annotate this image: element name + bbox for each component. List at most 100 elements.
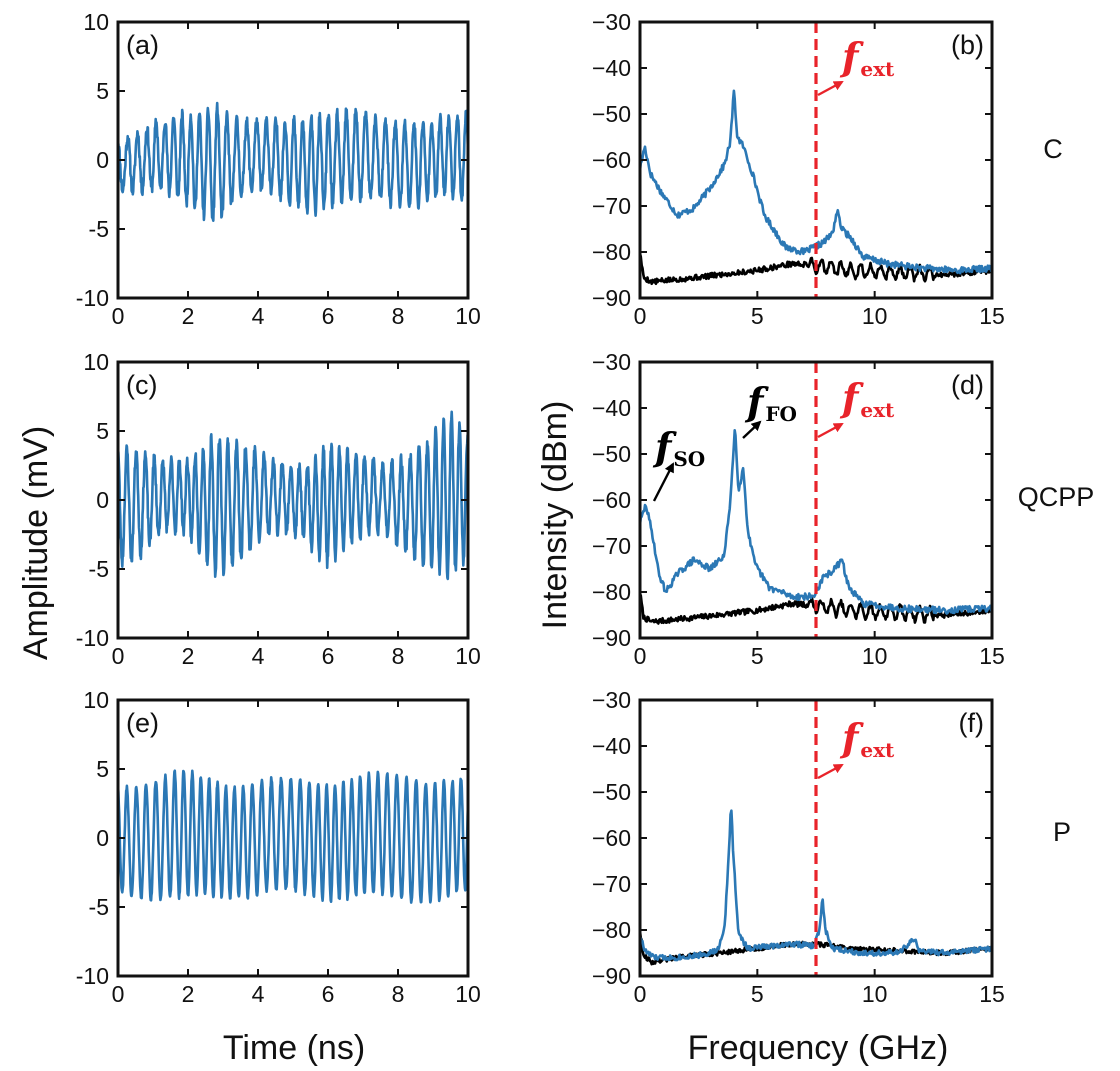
- y-tick-label-b-0: −30: [592, 9, 631, 35]
- y-tick-label-c-3: -5: [89, 556, 109, 582]
- x-tick-label-a-1: 2: [182, 303, 195, 329]
- x-tick-label-a-4: 8: [392, 303, 405, 329]
- x-tick-label-d-0: 0: [634, 643, 647, 669]
- y-tick-label-b-2: −50: [592, 101, 631, 127]
- panel-d: 0 5 10 15 −30 −40 −50 −60 −70 −80 −90 (d) f SO f FO f ext: [592, 349, 1005, 669]
- panel-f: 0 5 10 15 −30 −40 −50 −60 −70 −80 −90 (f) f ext: [592, 687, 1005, 1007]
- x-tick-label-f-3: 15: [979, 981, 1005, 1007]
- right-x-axis-title: Frequency (GHz): [688, 1029, 949, 1067]
- y-tick-label-f-4: −70: [592, 871, 631, 897]
- y-tick-label-c-4: -10: [76, 625, 109, 651]
- series-line-b-0: [640, 253, 992, 286]
- y-tick-label-e-2: 0: [96, 825, 109, 851]
- right-axis-title: Intensity (dBm): [536, 401, 574, 630]
- x-tick-label-e-5: 10: [455, 981, 481, 1007]
- y-tick-label-a-4: -10: [76, 285, 109, 311]
- x-tick-label-f-2: 10: [862, 981, 888, 1007]
- x-tick-label-c-2: 4: [252, 643, 265, 669]
- x-tick-label-f-0: 0: [634, 981, 647, 1007]
- x-tick-label-e-3: 6: [322, 981, 335, 1007]
- series-line-c-0: [118, 410, 468, 581]
- y-tick-label-c-1: 5: [96, 418, 109, 444]
- y-tick-label-d-5: −80: [592, 579, 631, 605]
- x-tick-label-a-2: 4: [252, 303, 265, 329]
- panel-e: 0 2 4 6 8 10 10 5 0 -5 -10 (e): [76, 687, 481, 1007]
- y-tick-label-b-5: −80: [592, 239, 631, 265]
- y-tick-label-f-1: −40: [592, 733, 631, 759]
- y-tick-label-d-2: −50: [592, 441, 631, 467]
- x-tick-label-b-3: 15: [979, 303, 1005, 329]
- row-label-c: C: [1043, 134, 1063, 164]
- y-tick-label-f-3: −60: [592, 825, 631, 851]
- annotation-arrow-d-0: [652, 462, 675, 502]
- x-tick-label-c-5: 10: [455, 643, 481, 669]
- panel-label-e: (e): [126, 708, 159, 738]
- y-tick-label-a-3: -5: [89, 216, 109, 242]
- y-tick-label-b-6: −90: [592, 285, 631, 311]
- y-tick-label-a-1: 5: [96, 78, 109, 104]
- x-tick-label-a-5: 10: [455, 303, 481, 329]
- x-tick-label-d-2: 10: [862, 643, 888, 669]
- y-tick-label-b-3: −60: [592, 147, 631, 173]
- left-axis-title: Amplitude (mV): [17, 426, 55, 660]
- x-tick-label-c-4: 8: [392, 643, 405, 669]
- panel-a: 0 2 4 6 8 10 10 5 0 -5 -10 (a): [76, 9, 481, 329]
- y-tick-label-b-1: −40: [592, 55, 631, 81]
- y-tick-label-d-0: −30: [592, 349, 631, 375]
- annotation-arrow-d-1: [742, 420, 762, 439]
- series-line-e-0: [118, 769, 468, 904]
- x-tick-label-d-3: 15: [979, 643, 1005, 669]
- panel-c: 0 2 4 6 8 10 10 5 0 -5 -10 (c): [76, 349, 481, 669]
- y-tick-label-d-1: −40: [592, 395, 631, 421]
- annotation-label-b-0: f ext: [839, 34, 895, 81]
- x-tick-label-c-0: 0: [112, 643, 125, 669]
- y-tick-label-f-5: −80: [592, 917, 631, 943]
- y-tick-label-e-3: -5: [89, 894, 109, 920]
- x-tick-label-e-0: 0: [112, 981, 125, 1007]
- y-tick-label-a-2: 0: [96, 147, 109, 173]
- x-tick-label-f-1: 5: [751, 981, 764, 1007]
- y-tick-label-d-4: −70: [592, 533, 631, 559]
- panel-label-d: (d): [951, 370, 984, 400]
- y-tick-label-e-0: 10: [83, 687, 109, 713]
- panel-label-f: (f): [959, 708, 984, 738]
- panel-label-c: (c): [126, 370, 157, 400]
- x-tick-label-e-4: 8: [392, 981, 405, 1007]
- y-tick-label-f-6: −90: [592, 963, 631, 989]
- y-tick-label-a-0: 10: [83, 9, 109, 35]
- y-tick-label-c-0: 10: [83, 349, 109, 375]
- x-tick-label-e-1: 2: [182, 981, 195, 1007]
- annotation-arrow-b-0: [817, 80, 844, 97]
- x-tick-label-b-1: 5: [751, 303, 764, 329]
- x-tick-label-b-0: 0: [634, 303, 647, 329]
- annotation-label-d-2: f ext: [839, 375, 895, 422]
- y-tick-label-e-4: -10: [76, 963, 109, 989]
- annotation-label-d-1: f FO: [744, 379, 797, 426]
- x-tick-label-c-1: 2: [182, 643, 195, 669]
- left-x-axis-title: Time (ns): [223, 1029, 365, 1067]
- annotation-arrow-d-2: [817, 422, 844, 439]
- y-tick-label-d-6: −90: [592, 625, 631, 651]
- x-tick-label-a-3: 6: [322, 303, 335, 329]
- annotation-arrow-f-0: [817, 763, 844, 780]
- row-label-p: P: [1053, 817, 1071, 847]
- panel-b: 0 5 10 15 −30 −40 −50 −60 −70 −80 −90 (b) f ext: [592, 9, 1005, 329]
- row-label-qcpp: QCPP: [1018, 482, 1095, 512]
- x-tick-label-e-2: 4: [252, 981, 265, 1007]
- y-tick-label-b-4: −70: [592, 193, 631, 219]
- x-tick-label-d-1: 5: [751, 643, 764, 669]
- x-tick-label-b-2: 10: [862, 303, 888, 329]
- annotation-label-d-0: f SO: [652, 424, 705, 471]
- series-line-a-0: [118, 101, 468, 222]
- y-tick-label-d-3: −60: [592, 487, 631, 513]
- panel-label-a: (a): [126, 30, 159, 60]
- x-tick-label-a-0: 0: [112, 303, 125, 329]
- y-tick-label-c-2: 0: [96, 487, 109, 513]
- y-tick-label-e-1: 5: [96, 756, 109, 782]
- series-line-f-1: [640, 809, 992, 962]
- y-tick-label-f-0: −30: [592, 687, 631, 713]
- series-line-d-0: [640, 592, 992, 625]
- y-tick-label-f-2: −50: [592, 779, 631, 805]
- x-tick-label-c-3: 6: [322, 643, 335, 669]
